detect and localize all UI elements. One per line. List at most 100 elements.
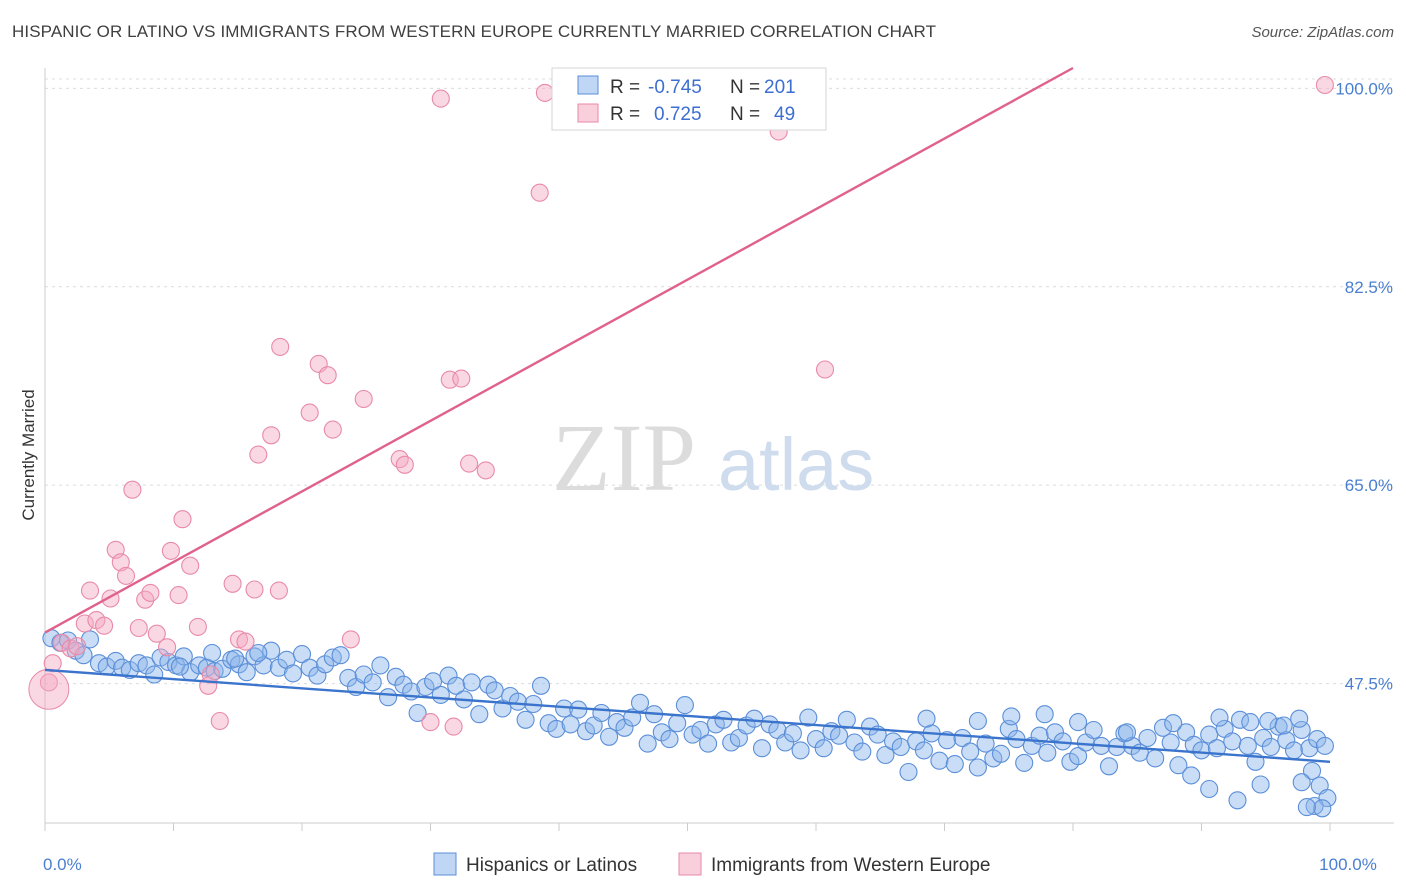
western-europe-point-6 (80, 581, 100, 600)
hispanic-point-54 (431, 685, 450, 704)
hispanic-point-169 (1315, 736, 1334, 755)
hispanic-point-141 (1099, 757, 1119, 776)
western-europe-point-5 (75, 614, 94, 633)
western-europe-point-35 (300, 403, 319, 422)
y-tick-label-2: 82.5% (1345, 278, 1393, 297)
hispanic-point-85 (668, 714, 687, 733)
hispanic-point-122 (953, 728, 972, 748)
hispanic-point-168 (1308, 730, 1327, 749)
hispanic-point-180 (1274, 716, 1293, 735)
hispanic-point-176 (1164, 714, 1183, 733)
legend-n-value-1: 201 (764, 77, 796, 98)
western-europe-point-32 (262, 426, 281, 445)
hispanic-point-159 (1238, 736, 1257, 755)
legend-r-value-2: 0.725 (654, 104, 702, 125)
hispanic-point-56 (447, 676, 466, 695)
hispanic-point-119 (930, 751, 949, 770)
hispanic-point-177 (1210, 708, 1229, 727)
hispanic-point-45 (363, 673, 382, 692)
hispanic-point-8 (106, 651, 125, 670)
hispanic-point-172 (1002, 707, 1021, 726)
hispanic-point-165 (1284, 741, 1304, 760)
western-europe-point-11 (111, 553, 130, 572)
hispanic-point-42 (339, 668, 358, 687)
hispanic-point-109 (853, 742, 872, 761)
hispanic-point-123 (961, 742, 980, 761)
hispanic-point-48 (386, 667, 405, 686)
legend-label-hispanics-or-latinos: Hispanics or Latinos (466, 855, 637, 876)
hispanic-point-37 (300, 658, 319, 677)
hispanic-point-192 (1182, 766, 1201, 785)
hispanic-point-191 (1200, 779, 1219, 799)
hispanic-point-189 (1251, 775, 1270, 794)
trend-lines (44, 66, 1331, 763)
y-tick-label-1: 65.0% (1345, 476, 1393, 495)
hispanic-point-187 (1297, 798, 1316, 817)
hispanic-point-17 (174, 647, 193, 666)
western-europe-point-22 (181, 556, 200, 575)
western-europe-point-28 (229, 630, 249, 649)
hispanic-point-170 (917, 709, 936, 728)
hispanic-point-147 (1146, 749, 1165, 768)
hispanic-point-182 (1302, 761, 1322, 780)
hispanic-point-81 (638, 734, 657, 753)
hispanic-point-58 (462, 673, 481, 692)
legend-n-label-1: N = (730, 77, 760, 98)
western-europe-point-20 (169, 586, 188, 605)
hispanic-point-157 (1223, 732, 1242, 751)
hispanic-point-46 (371, 656, 390, 675)
western-europe-point-16 (141, 583, 160, 602)
hispanic-point-137 (1069, 747, 1088, 766)
hispanic-point-67 (531, 676, 551, 695)
western-europe-point-30 (245, 580, 264, 599)
hispanic-point-34 (203, 643, 222, 663)
western-europe-point-18 (158, 638, 177, 657)
western-europe-point-29 (236, 632, 255, 651)
western-europe-point-17 (147, 624, 166, 643)
y-axis-title: Currently Married (19, 389, 38, 520)
hispanic-point-149 (1161, 733, 1180, 752)
legend-swatch-hispanics-or-latinos (433, 852, 457, 876)
hispanic-point-117 (914, 741, 933, 760)
hispanic-point-150 (1169, 756, 1188, 775)
hispanic-point-190 (1228, 791, 1247, 810)
hispanic-point-134 (1045, 723, 1065, 742)
western-europe-point-0 (39, 673, 58, 692)
hispanic-point-86 (675, 696, 694, 715)
western-europe-point-53 (815, 360, 835, 379)
western-europe-point-13 (123, 480, 142, 499)
hispanic-point-167 (1300, 739, 1319, 758)
hispanic-point-124 (968, 758, 987, 777)
hispanic-point-75 (592, 703, 611, 723)
legend-r-label-2: R = (610, 104, 640, 125)
western-europe-point-37 (318, 366, 337, 385)
axes (44, 68, 1394, 831)
western-europe-point-34 (271, 337, 290, 356)
hispanic-point-108 (845, 733, 864, 752)
western-europe-point-4 (68, 637, 87, 656)
x-tick-label-0: 0.0% (43, 855, 82, 874)
western-europe-point-14 (129, 618, 148, 638)
hispanic-point-12 (137, 656, 156, 675)
x-tick-labels: 0.0% 100.0% (43, 855, 1377, 874)
hispanic-point-69 (547, 719, 566, 738)
hispanic-point-39 (316, 655, 335, 674)
hispanic-point-153 (1192, 741, 1211, 760)
hispanic-point-41 (331, 646, 350, 665)
hispanic-point-174 (1069, 713, 1088, 732)
y-tick-labels: 47.5% 65.0% 82.5% 100.0% (1335, 79, 1393, 693)
western-europe-point-46 (444, 717, 463, 736)
hispanic-point-175 (1117, 723, 1137, 742)
western-europe-point-48 (460, 454, 479, 473)
hispanic-point-78 (615, 718, 634, 737)
hispanic-point-84 (660, 730, 679, 749)
hispanic-point-36 (292, 645, 312, 664)
y-tick-label-3: 100.0% (1335, 79, 1393, 98)
western-europe-point-44 (431, 89, 450, 108)
western-europe-point-12 (116, 566, 136, 585)
hispanic-point-47 (379, 688, 398, 707)
chart-title: HISPANIC OR LATINO VS IMMIGRANTS FROM WE… (12, 22, 937, 41)
hispanic-point-130 (1015, 753, 1034, 772)
hispanic-point-181 (1290, 709, 1309, 728)
hispanic-point-179 (1259, 711, 1278, 731)
